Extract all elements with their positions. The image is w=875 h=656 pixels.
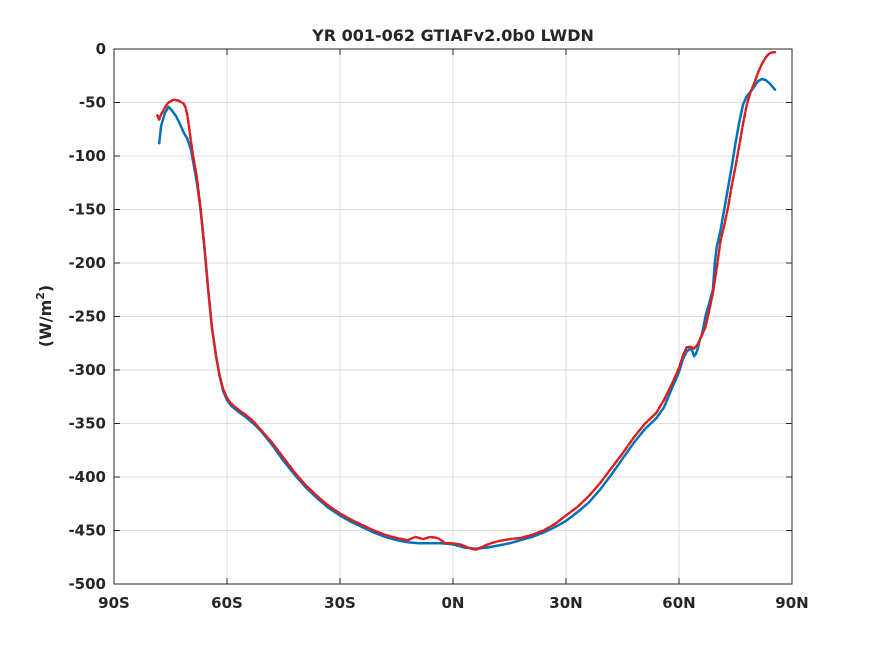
y-tick-label: -400 (68, 468, 106, 486)
y-tick-label: -50 (79, 94, 106, 112)
x-tick-label: 60S (211, 594, 243, 612)
y-tick-label: 0 (96, 40, 106, 58)
y-axis-label-close: ) (36, 285, 55, 292)
y-tick-label: -100 (68, 147, 106, 165)
y-tick-label: -150 (68, 201, 106, 219)
x-tick-label: 0N (442, 594, 465, 612)
x-tick-label: 30N (549, 594, 582, 612)
y-axis-label: (W/m2) (34, 285, 55, 347)
y-tick-label: -350 (68, 415, 106, 433)
chart-title: YR 001-062 GTIAFv2.0b0 LWDN (311, 26, 594, 45)
x-tick-label: 90S (98, 594, 130, 612)
y-tick-label: -500 (68, 575, 106, 593)
x-tick-labels: 90S 60S 30S 0N 30N 60N 90N (98, 594, 809, 612)
y-tick-labels: 0 -50 -100 -150 -200 -250 -300 -350 -400 -450 -500 (68, 40, 106, 593)
y-tick-label: -200 (68, 254, 106, 272)
y-tick-label: -450 (68, 522, 106, 540)
y-axis-label-superscript: 2 (34, 292, 47, 300)
y-tick-label: -300 (68, 361, 106, 379)
y-tick-label: -250 (68, 308, 106, 326)
series-line-red-dashed (156, 50, 777, 552)
x-tick-label: 60N (662, 594, 695, 612)
series-layer (156, 50, 777, 552)
x-tick-label: 30S (324, 594, 356, 612)
axis-ticks (113, 48, 793, 585)
x-tick-label: 90N (775, 594, 808, 612)
